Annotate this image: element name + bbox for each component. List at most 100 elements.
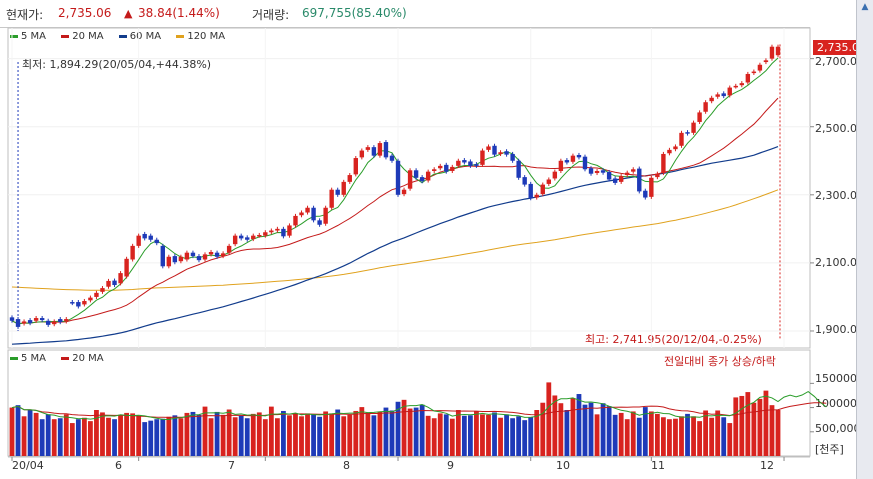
volume-bar [709,417,715,456]
candle-body [190,252,196,257]
up-triangle-icon: ▲ [124,7,133,20]
candle-body [715,94,720,97]
candle-body [329,189,334,208]
price-axis-label: 1,900.00 [815,323,864,336]
volume-bar [106,417,111,456]
candle-body [745,73,751,83]
candle-body [425,171,431,181]
candle-body [588,168,594,174]
volume-bar [745,392,751,456]
legend-item-vol-5ma[interactable]: 5 MA [10,353,46,364]
volume-bar [612,414,618,456]
legend-item-120ma[interactable]: 120 MA [176,31,225,42]
change-value: 38.84(1.44%) [138,6,220,20]
candle-body [582,156,588,170]
volume-bar [33,412,39,456]
candle-body [522,177,527,185]
volume-bar [413,407,419,456]
volume-bar [636,417,642,456]
legend-item-20ma[interactable]: 20 MA [61,31,104,42]
candle-body [359,150,365,158]
candle-body [377,143,383,156]
volume-bar [721,417,727,456]
volume-bar [274,418,280,456]
candle-body [733,85,738,88]
volume-bar [305,413,310,456]
candle-body [558,160,564,171]
legend-label: 5 MA [21,353,47,364]
volume-bar [534,410,540,456]
volume-bar [383,407,389,456]
volume-bar [504,414,509,456]
volume-bar [642,407,648,456]
candle-body [172,256,178,263]
volume-bar [679,416,684,456]
candle-body [643,190,648,198]
candle-body [564,160,570,163]
candle-body [492,145,497,155]
candle-body [612,178,618,183]
scroll-up-icon[interactable]: ▲ [861,2,869,12]
volume-bar [371,415,377,456]
volume-bar [196,414,202,456]
volume-bar [661,417,666,456]
price-axis-label: 2,700.00 [815,55,864,68]
legend-label: 120 MA [187,31,226,42]
volume-ma5-line [11,391,827,421]
candle-body [52,321,57,325]
candle-body [594,170,600,174]
candle-body [232,235,238,245]
volume-bar [51,419,57,456]
volume-bar [94,410,99,456]
volume-bar [461,415,467,456]
volume-bar [220,414,226,456]
candle-body [552,171,558,179]
volume-bar [341,416,347,456]
legend-swatch [10,34,18,38]
price-plot-frame [7,27,811,349]
volume-bar [154,419,160,456]
candle-body [685,132,690,134]
volume-bar [733,397,739,456]
legend-label: 60 MA [129,31,162,42]
candle-body [462,160,467,163]
volume-bar [256,412,262,456]
volume-bar [546,382,552,456]
volume-bar [136,416,142,456]
volume-bar [287,415,292,456]
candle-body [546,179,552,184]
volume-bar [395,401,401,456]
candle-body [341,181,346,195]
candle-body [401,189,407,195]
volume-bar [443,414,449,456]
volume-bar [576,394,582,456]
volume-bar [21,416,27,456]
legend-item-60ma[interactable]: 60 MA [118,31,162,42]
volume-bar [238,415,244,456]
legend-item-vol-20ma[interactable]: 20 MA [61,353,104,364]
volume-bar [69,423,75,456]
volume-axis-label: 500,000 [815,422,861,435]
candle-body [226,245,232,253]
vertical-scrollbar[interactable]: ▲ [856,0,873,479]
candle-body [697,112,702,122]
volume-bar [763,390,769,456]
candle-body [480,150,485,165]
candle-body [474,164,479,166]
volume-bar [317,416,323,456]
candle-body [287,225,292,236]
candle-body [468,161,473,166]
candle-body [534,194,539,198]
candle-body [775,46,781,56]
legend-item-5ma[interactable]: 5 MA [10,31,46,42]
candle-body [214,252,220,257]
candle-body [335,189,340,195]
candle-body [160,245,165,267]
volume-bar [359,407,365,456]
ma120-line [11,189,779,291]
volume-bar [39,419,45,456]
volume-bar [166,416,172,456]
candle-body [27,320,33,324]
candle-body [305,207,310,213]
volume-bar [353,410,359,456]
